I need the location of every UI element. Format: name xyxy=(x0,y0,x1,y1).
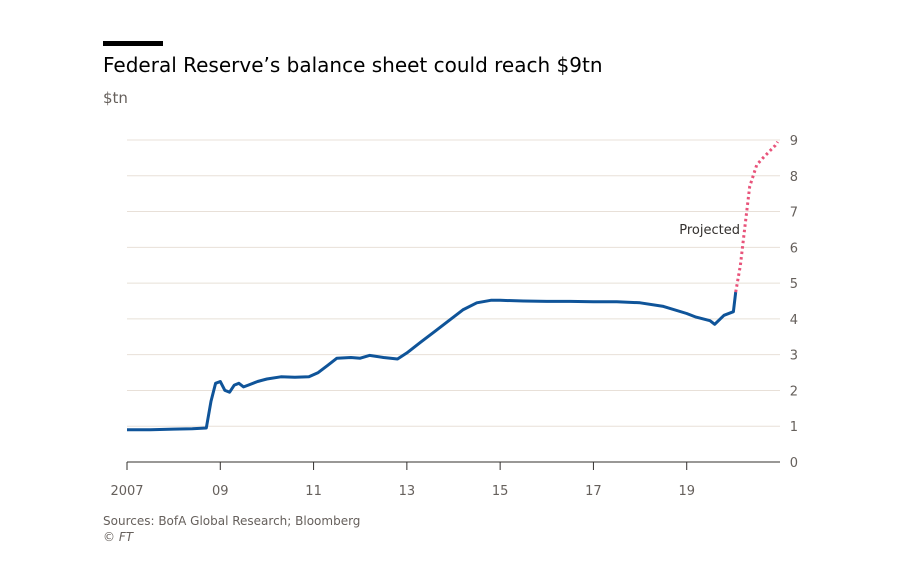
y-tick-label: 5 xyxy=(790,277,798,292)
y-tick-label: 9 xyxy=(790,134,798,149)
x-tick-label: 11 xyxy=(305,484,322,499)
y-tick-label: 7 xyxy=(790,206,798,221)
y-tick-label: 8 xyxy=(790,170,798,185)
y-tick-label: 1 xyxy=(790,420,798,435)
y-tick-label: 0 xyxy=(790,456,798,471)
x-tick-label: 2007 xyxy=(110,484,143,499)
projected-annotation: Projected xyxy=(679,223,740,238)
series-lines xyxy=(127,140,779,432)
unit-label: $tn xyxy=(103,89,128,107)
x-tick-label: 09 xyxy=(212,484,229,499)
y-tick-label: 6 xyxy=(790,241,798,256)
gridlines xyxy=(127,139,780,427)
balance-sheet-line xyxy=(127,291,738,432)
chart-title: Federal Reserve’s balance sheet could re… xyxy=(103,53,603,77)
sources-text: Sources: BofA Global Research; Bloomberg xyxy=(103,514,361,528)
copyright-text: © FT xyxy=(103,530,134,544)
chart-footer: Sources: BofA Global Research; Bloomberg… xyxy=(103,513,360,545)
x-tick-label: 19 xyxy=(678,484,695,499)
projection-line xyxy=(734,140,779,293)
x-tick-label: 13 xyxy=(399,484,416,499)
annotations: Projected xyxy=(679,223,740,238)
y-tick-label: 3 xyxy=(790,349,798,364)
x-axis: 2007 09 11 13 15 17 19 xyxy=(110,461,780,499)
y-tick-label: 2 xyxy=(790,384,798,399)
x-tick-label: 15 xyxy=(492,484,509,499)
y-tick-label: 4 xyxy=(790,313,798,328)
title-rule xyxy=(103,41,163,46)
y-axis-ticks: 0 1 2 3 4 5 6 7 8 9 xyxy=(790,134,798,471)
x-tick-label: 17 xyxy=(585,484,602,499)
